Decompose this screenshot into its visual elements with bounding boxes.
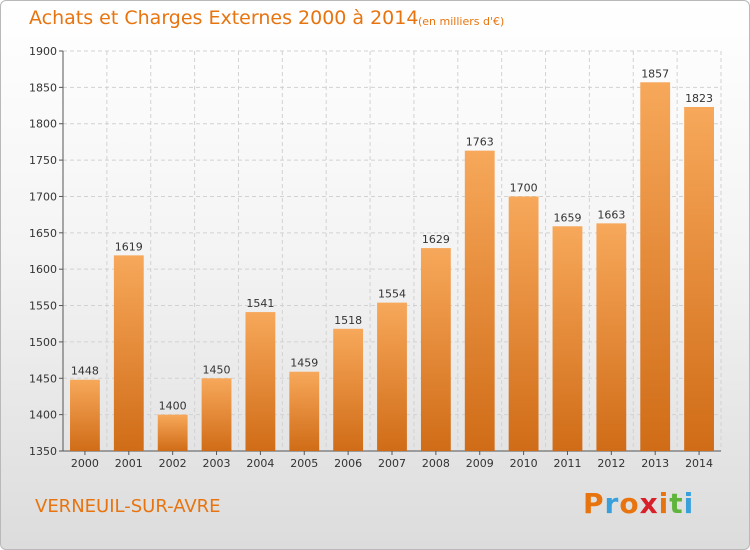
data-label: 1554 [378,288,406,301]
bar [333,328,364,451]
data-label: 1619 [115,240,143,253]
y-tick-label: 1350 [29,445,57,458]
y-tick-label: 1600 [29,263,57,276]
y-tick-label: 1750 [29,154,57,167]
bar [113,255,144,451]
bar [552,226,583,451]
data-label: 1823 [685,92,713,105]
data-label: 1448 [71,365,99,378]
x-tick-label: 2007 [378,457,406,470]
data-label: 1629 [422,233,450,246]
y-tick-label: 1800 [29,118,57,131]
data-label: 1659 [553,211,581,224]
logo-letter: P [583,487,605,520]
bar [245,312,276,451]
y-tick-label: 1650 [29,227,57,240]
data-label: 1763 [466,136,494,149]
logo-letter: t [669,487,684,520]
data-label: 1541 [246,297,274,310]
x-tick-label: 2003 [203,457,231,470]
proxiti-logo: Proxiti [583,487,694,520]
bar [640,82,671,451]
commune-name: VERNEUIL-SUR-AVRE [35,496,221,517]
labels: 2000 1448 2001 1619 2002 1400 2003 1450 2004 1541… [71,67,713,470]
x-tick-label: 2010 [510,457,538,470]
x-tick-label: 2005 [290,457,318,470]
y-tick-label: 1500 [29,336,57,349]
logo-letter: i [658,487,670,520]
y-tick-label: 1400 [29,409,57,422]
data-label: 1459 [290,357,318,370]
y-tick-label: 1900 [29,45,57,58]
x-tick-label: 2000 [71,457,99,470]
bar [596,223,627,451]
bar [157,414,188,451]
x-tick-label: 2013 [641,457,669,470]
data-label: 1450 [203,363,231,376]
bar [377,302,407,451]
bar [464,150,495,452]
bars [70,82,714,452]
y-tick-label: 1700 [29,190,57,203]
bar [508,196,539,451]
x-tick-label: 2012 [597,457,625,470]
data-label: 1663 [597,208,625,221]
x-tick-label: 2006 [334,457,362,470]
bar [684,107,714,451]
data-label: 1700 [510,181,538,194]
bar [201,378,232,451]
bar [289,371,320,451]
y-tick-label: 1550 [29,300,57,313]
chart-unit: (en milliers d'€) [418,15,505,28]
logo-letter: x [639,487,659,520]
x-tick-label: 2002 [159,457,187,470]
x-tick-label: 2014 [685,457,713,470]
data-label: 1857 [641,67,669,80]
chart-title: Achats et Charges Externes 2000 à 2014 [29,7,419,29]
x-tick-label: 2009 [466,457,494,470]
x-tick-label: 2008 [422,457,450,470]
data-label: 1400 [159,400,187,413]
y-tick-label: 1450 [29,372,57,385]
data-label: 1518 [334,314,362,327]
logo-letter: i [683,487,695,520]
bar [420,248,451,451]
y-tick-label: 1850 [29,81,57,94]
logo-letter: r [604,487,620,520]
x-tick-label: 2011 [553,457,581,470]
logo-letter: o [619,487,640,520]
x-tick-label: 2001 [115,457,143,470]
x-tick-label: 2004 [246,457,274,470]
bar [70,379,100,451]
